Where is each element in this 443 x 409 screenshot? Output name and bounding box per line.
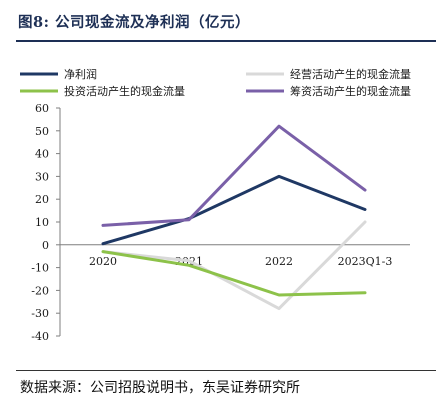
series-lines [101, 124, 367, 311]
legend-label: 净利润 [64, 67, 97, 81]
y-tick-label: 10 [35, 216, 49, 229]
series-line-2 [101, 250, 367, 297]
y-tick-label: -40 [31, 330, 49, 343]
series-line-3 [101, 124, 367, 227]
legend-label: 经营活动产生的现金流量 [290, 67, 411, 81]
y-tick-label: 20 [35, 193, 49, 206]
x-tick-label: 2020 [89, 255, 117, 268]
y-tick-label: -20 [31, 284, 49, 297]
y-tick-label: 50 [35, 125, 49, 138]
y-tick-label: -10 [31, 262, 49, 275]
x-tick-label: 2022 [265, 255, 293, 268]
source-divider [16, 370, 436, 371]
x-axis: 2020 2021 2022 2023Q1-3 [60, 244, 410, 268]
source-note: 数据来源：公司招股说明书，东吴证券研究所 [20, 380, 300, 396]
title-divider [16, 40, 436, 42]
series-line-0 [101, 174, 367, 246]
x-tick-label: 2023Q1-3 [338, 255, 393, 268]
figure-title: 图8: 公司现金流及净利润（亿元） [18, 14, 250, 31]
y-axis: 60 50 40 30 20 10 0 -10 -20 -30 -40 [31, 102, 61, 343]
legend-label: 投资活动产生的现金流量 [64, 84, 185, 98]
y-tick-label: 30 [35, 170, 49, 183]
series-line-1 [101, 220, 367, 311]
y-tick-label: 0 [42, 239, 49, 252]
y-tick-label: 40 [35, 148, 49, 161]
y-tick-label: -30 [31, 307, 49, 320]
legend-label: 筹资活动产生的现金流量 [290, 84, 411, 98]
y-tick-label: 60 [35, 102, 49, 115]
